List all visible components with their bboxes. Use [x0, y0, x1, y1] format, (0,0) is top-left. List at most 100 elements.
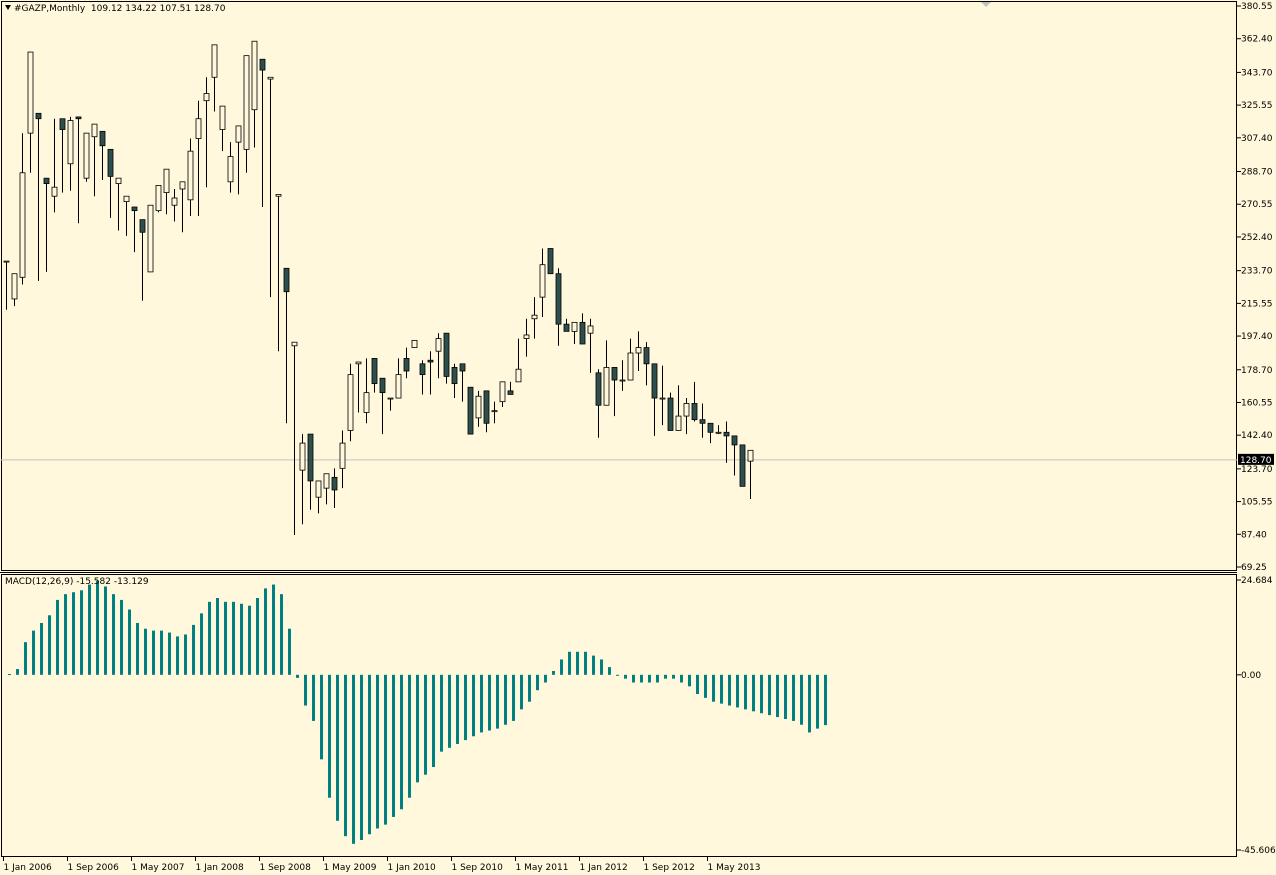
candle-bear [467, 386, 474, 435]
macd-bar [512, 674, 515, 721]
candle-bull [203, 93, 210, 102]
ohlc-values: 109.12 134.22 107.51 128.70 [90, 4, 226, 14]
candle-bull [147, 204, 154, 273]
candle-bull [315, 480, 322, 498]
candle-bear [699, 419, 706, 424]
candle-bull [715, 431, 722, 434]
candle-bull [531, 314, 538, 320]
macd-bar [408, 674, 411, 798]
candle-bull [91, 123, 98, 138]
macd-bar [304, 674, 307, 706]
macd-bar [632, 674, 635, 683]
macd-bar [448, 674, 451, 748]
macd-bar [528, 674, 531, 702]
macd-bar [592, 655, 595, 675]
candle-bull [411, 339, 418, 348]
macd-bar [136, 622, 139, 675]
price-tick-label: 325.55 [1241, 101, 1273, 111]
macd-bar [568, 651, 571, 675]
dropdown-triangle-icon[interactable] [5, 5, 11, 10]
macd-label: MACD(12,26,9) [5, 577, 74, 587]
price-tick-label: 160.55 [1241, 398, 1273, 408]
macd-bar [424, 674, 427, 775]
x-tick-label: 1 Sep 2012 [644, 863, 695, 873]
candle-bull [123, 195, 130, 203]
candle-bull [635, 347, 642, 354]
macd-bar [760, 674, 763, 714]
macd-values: -15.582 -13.129 [76, 577, 149, 587]
macd-bar [152, 630, 155, 675]
macd-bar [784, 674, 787, 719]
macd-bar [800, 674, 803, 725]
candle-bull [515, 368, 522, 383]
macd-tick-label: 0.00 [1241, 671, 1261, 681]
candle-bull [291, 341, 298, 347]
candle-bull [195, 118, 202, 139]
macd-bar [704, 674, 707, 698]
macd-bar [184, 634, 187, 675]
candle-bear [731, 435, 738, 446]
candle-bear [739, 444, 746, 487]
candle-bear [611, 367, 618, 381]
candle-bear [139, 219, 146, 233]
macd-bar [400, 674, 403, 810]
macd-bar [432, 674, 435, 768]
candle-bull [171, 197, 178, 206]
macd-bar [560, 659, 563, 675]
macd-bar [200, 613, 203, 675]
macd-bar [776, 674, 779, 718]
current-price-label: 128.70 [1240, 456, 1272, 466]
candle-bear [131, 206, 138, 212]
candle-bull [227, 156, 234, 183]
candle-bull [187, 150, 194, 201]
candle-bear [403, 358, 410, 372]
macd-bar [352, 674, 355, 844]
price-tick-label: 362.40 [1241, 35, 1273, 45]
candle-bull [115, 177, 122, 184]
candle-bull [235, 125, 242, 143]
x-tick-label: 1 May 2009 [324, 863, 377, 873]
macd-bar [736, 674, 739, 708]
macd-bar [824, 674, 827, 726]
macd-bar [48, 615, 51, 675]
macd-bar [664, 674, 667, 679]
macd-bar [168, 632, 171, 675]
macd-bar [616, 674, 619, 676]
candle-bear [643, 347, 650, 365]
macd-bar [640, 674, 643, 683]
macd-bar [16, 669, 19, 675]
macd-bar [536, 674, 539, 691]
macd-bar [240, 603, 243, 675]
macd-bar [752, 674, 755, 712]
candle-bear [723, 431, 730, 437]
shift-marker-icon[interactable] [981, 2, 991, 7]
x-tick-label: 1 May 2013 [708, 863, 761, 873]
macd-bar [32, 630, 35, 675]
macd-bar [792, 674, 795, 721]
macd-bar [232, 601, 235, 675]
macd-bar [88, 584, 91, 675]
candle-bull [603, 367, 610, 406]
candle-bull [347, 374, 354, 431]
macd-bar [576, 651, 579, 675]
macd-bar [712, 674, 715, 702]
candle-bear [579, 321, 586, 345]
price-info-label: #GAZP,Monthly 109.12 134.22 107.51 128.7… [5, 4, 225, 14]
candle-bull [499, 381, 506, 403]
candle-bull [67, 120, 74, 165]
candle-bear [379, 377, 386, 394]
candle-bear [59, 118, 66, 130]
candle-bear [259, 58, 266, 71]
candle-bull [251, 40, 258, 111]
candle-bear [371, 358, 378, 385]
macd-bar [8, 674, 11, 676]
candle-bull [323, 473, 330, 489]
macd-bar [480, 674, 483, 733]
candle-bull [51, 186, 58, 197]
candle-bear [595, 372, 602, 406]
macd-tick-label: 24.684 [1241, 576, 1273, 586]
macd-bar [360, 674, 363, 840]
candle-bull [659, 397, 666, 400]
candle-bull [155, 185, 162, 212]
macd-bar [368, 674, 371, 835]
